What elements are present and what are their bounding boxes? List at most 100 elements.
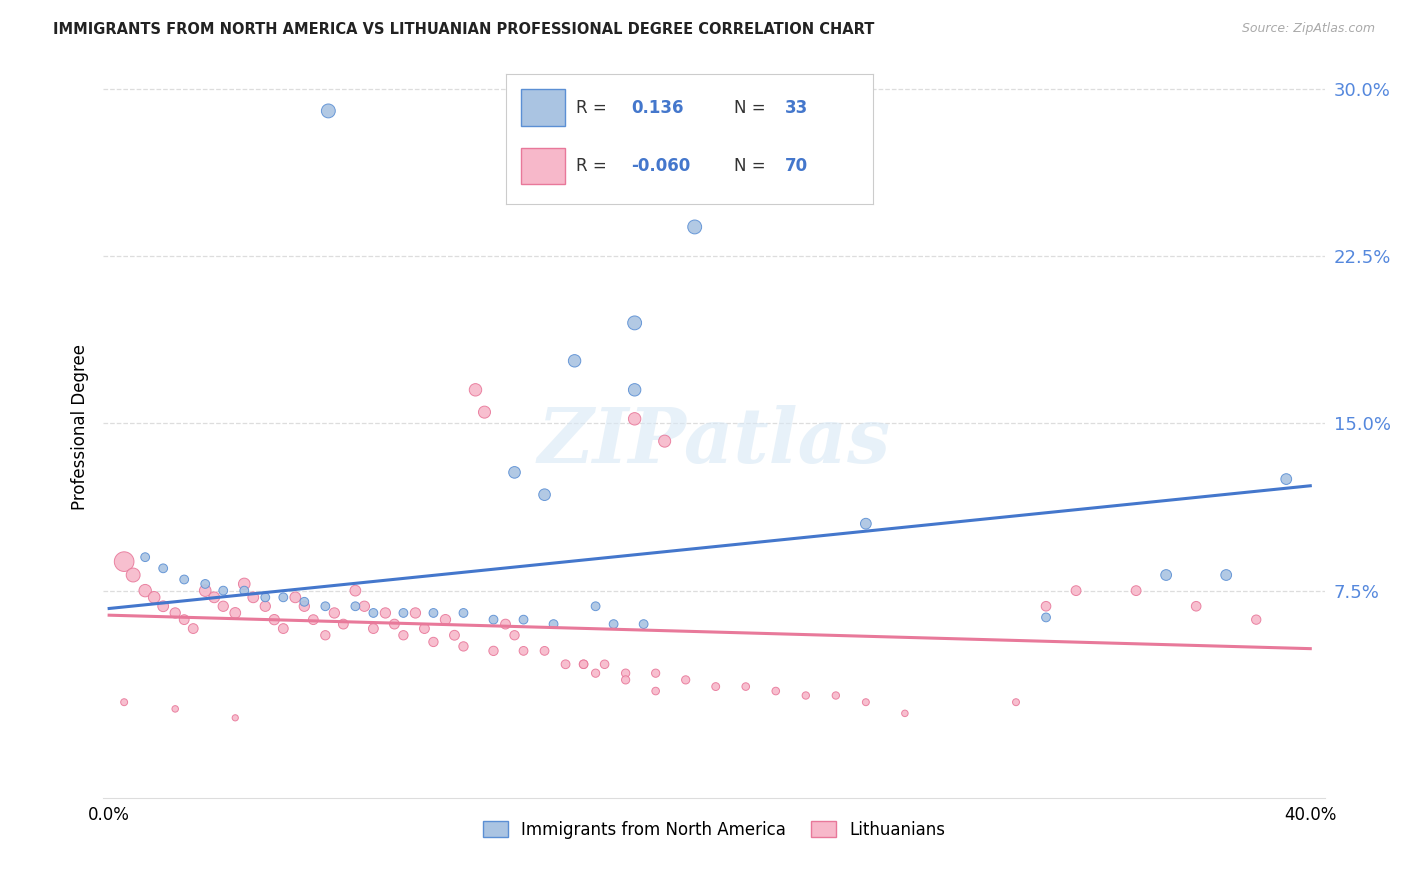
Point xyxy=(554,657,576,672)
Point xyxy=(533,488,555,502)
Point xyxy=(165,606,187,620)
Point xyxy=(242,591,264,605)
Point xyxy=(122,568,145,582)
Point xyxy=(233,583,256,598)
Text: IMMIGRANTS FROM NORTH AMERICA VS LITHUANIAN PROFESSIONAL DEGREE CORRELATION CHAR: IMMIGRANTS FROM NORTH AMERICA VS LITHUAN… xyxy=(53,22,875,37)
Point xyxy=(422,635,444,649)
Point xyxy=(318,103,340,118)
Y-axis label: Professional Degree: Professional Degree xyxy=(72,343,89,509)
Point xyxy=(134,583,156,598)
Point xyxy=(704,680,727,694)
Point xyxy=(503,628,526,642)
Point xyxy=(254,599,277,614)
Point xyxy=(644,666,666,681)
Point xyxy=(654,434,676,449)
Point xyxy=(464,383,486,397)
Point xyxy=(614,673,637,687)
Point xyxy=(533,644,555,658)
Point xyxy=(585,599,607,614)
Point xyxy=(392,606,415,620)
Point xyxy=(173,613,195,627)
Point xyxy=(1035,599,1057,614)
Point xyxy=(434,613,457,627)
Point xyxy=(134,550,156,565)
Point xyxy=(292,595,315,609)
Point xyxy=(855,516,877,531)
Point xyxy=(1275,472,1298,486)
Point xyxy=(495,617,517,632)
Point xyxy=(181,622,204,636)
Point xyxy=(353,599,375,614)
Point xyxy=(572,657,595,672)
Point xyxy=(332,617,354,632)
Point xyxy=(344,599,367,614)
Point xyxy=(482,613,505,627)
Point xyxy=(1244,613,1267,627)
Point xyxy=(422,606,444,620)
Point xyxy=(224,711,246,725)
Point xyxy=(212,599,235,614)
Point xyxy=(1125,583,1147,598)
Point xyxy=(314,628,336,642)
Point xyxy=(794,689,817,703)
Point xyxy=(474,405,496,419)
Point xyxy=(143,591,166,605)
Point xyxy=(543,617,565,632)
Point xyxy=(734,680,756,694)
Point xyxy=(224,606,246,620)
Point xyxy=(344,583,367,598)
Point xyxy=(263,613,285,627)
Point xyxy=(152,599,174,614)
Point xyxy=(254,591,277,605)
Point xyxy=(1035,610,1057,624)
Point xyxy=(202,591,225,605)
Point xyxy=(112,695,135,709)
Point xyxy=(482,644,505,658)
Point xyxy=(404,606,426,620)
Point xyxy=(824,689,846,703)
Point xyxy=(271,622,294,636)
Point xyxy=(855,695,877,709)
Point xyxy=(173,573,195,587)
Point xyxy=(644,684,666,698)
Point xyxy=(512,644,534,658)
Point xyxy=(212,583,235,598)
Point xyxy=(392,628,415,642)
Point xyxy=(302,613,325,627)
Point xyxy=(1005,695,1028,709)
Point xyxy=(1215,568,1237,582)
Point xyxy=(614,666,637,681)
Point xyxy=(271,591,294,605)
Point xyxy=(683,219,706,234)
Point xyxy=(194,577,217,591)
Point xyxy=(623,412,645,426)
Point xyxy=(623,383,645,397)
Legend: Immigrants from North America, Lithuanians: Immigrants from North America, Lithuania… xyxy=(477,814,952,846)
Point xyxy=(675,673,697,687)
Point xyxy=(443,628,465,642)
Point xyxy=(602,617,624,632)
Point xyxy=(363,622,385,636)
Point xyxy=(453,606,475,620)
Point xyxy=(233,577,256,591)
Point xyxy=(323,606,346,620)
Point xyxy=(585,666,607,681)
Point xyxy=(413,622,436,636)
Point xyxy=(374,606,396,620)
Point xyxy=(512,613,534,627)
Point xyxy=(1064,583,1087,598)
Point xyxy=(623,316,645,330)
Point xyxy=(1185,599,1208,614)
Point xyxy=(165,702,187,716)
Point xyxy=(292,599,315,614)
Point xyxy=(1154,568,1177,582)
Point xyxy=(112,555,135,569)
Text: Source: ZipAtlas.com: Source: ZipAtlas.com xyxy=(1241,22,1375,36)
Point xyxy=(572,657,595,672)
Point xyxy=(314,599,336,614)
Point xyxy=(453,640,475,654)
Point xyxy=(564,354,586,368)
Text: ZIPatlas: ZIPatlas xyxy=(537,404,891,478)
Point xyxy=(284,591,307,605)
Point xyxy=(633,617,655,632)
